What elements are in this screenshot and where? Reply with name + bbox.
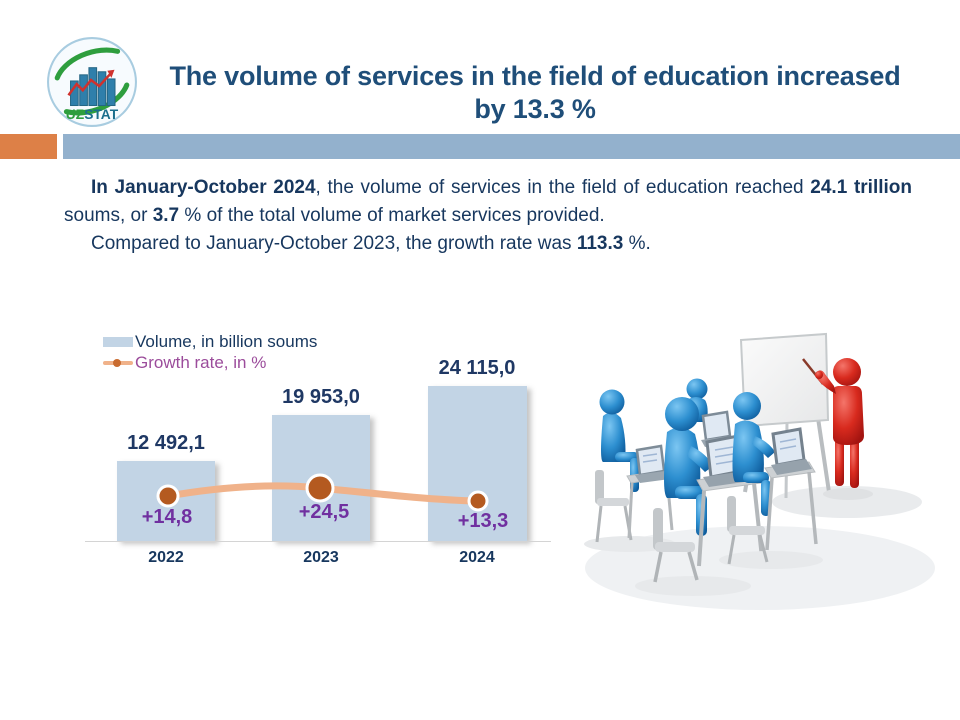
bar-value-label-2023: 19 953,0 xyxy=(282,386,360,408)
body-text: In January-October 2024, the volume of s… xyxy=(64,174,912,258)
growth-value-label-2023: +24,5 xyxy=(298,501,350,523)
accent-band-blue xyxy=(63,134,960,159)
legend-line-swatch-icon xyxy=(103,358,133,368)
body-text-run: , the volume of services in the field of… xyxy=(315,177,811,198)
legend-bar-swatch-icon xyxy=(103,337,133,347)
body-text-run: soums, or xyxy=(64,205,153,226)
x-axis-line xyxy=(85,541,551,542)
x-axis-label-2022: 2022 xyxy=(148,549,184,566)
bar-value-label-2022: 12 492,1 xyxy=(127,432,205,454)
body-bold-volume: 24.1 trillion xyxy=(810,177,912,198)
laptop-icon xyxy=(701,410,732,442)
legend-item-growth: Growth rate, in % xyxy=(103,353,266,373)
bar-value-label-2024: 24 115,0 xyxy=(438,357,516,379)
slide-title: The volume of services in the field of e… xyxy=(150,60,920,126)
body-paragraph-1: In January-October 2024, the volume of s… xyxy=(64,174,912,230)
body-paragraph-2: Compared to January-October 2023, the gr… xyxy=(64,230,912,258)
body-text-run: %. xyxy=(623,233,651,254)
bar-2022 xyxy=(117,461,215,541)
teacher-figure xyxy=(802,358,873,500)
logo-swoosh-top xyxy=(54,47,121,81)
body-bold-period: In January-October 2024 xyxy=(91,177,316,198)
growth-value-label-2022: +14,8 xyxy=(141,506,193,528)
classroom-illustration xyxy=(584,332,935,610)
logo-text: UZSTAT xyxy=(66,107,119,122)
logo-trend-arrow xyxy=(107,69,115,78)
logo-trend-line xyxy=(67,72,112,97)
slide-title-line2: by 13.3 % xyxy=(474,94,596,124)
legend-item-volume: Volume, in billion soums xyxy=(103,332,317,352)
student-figure-right xyxy=(719,392,823,569)
body-text-run: Compared to January-October 2023, the gr… xyxy=(91,233,577,254)
legend-volume-label: Volume, in billion soums xyxy=(135,332,318,351)
bar-2024 xyxy=(428,386,527,541)
slide-title-line1: The volume of services in the field of e… xyxy=(169,61,901,91)
body-bold-growth: 113.3 xyxy=(576,233,624,254)
logo-swoosh-bottom xyxy=(63,82,130,116)
x-axis-label-2023: 2023 xyxy=(303,549,339,566)
legend-growth-label: Growth rate, in % xyxy=(135,353,267,372)
x-axis-label-2024: 2024 xyxy=(459,549,495,566)
uzstat-logo-icon: UZSTAT xyxy=(47,37,137,127)
growth-value-label-2024: +13,3 xyxy=(457,510,509,532)
accent-band-orange xyxy=(0,134,57,159)
body-text-run: % of the total volume of market services… xyxy=(179,205,605,226)
volume-growth-chart: Volume, in billion soums Growth rate, in… xyxy=(85,328,565,578)
body-bold-share: 3.7 xyxy=(152,205,180,226)
